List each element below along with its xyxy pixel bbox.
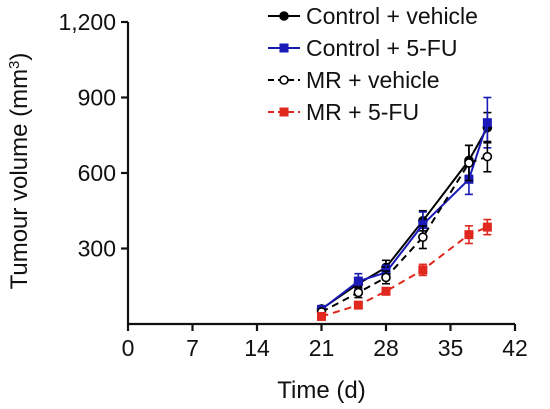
y-axis-title: Tumour volume (mm3) <box>6 53 34 290</box>
legend-label: Control + vehicle <box>306 3 478 29</box>
x-tick-label: 42 <box>502 335 528 361</box>
series-line <box>320 127 489 310</box>
series-line <box>321 155 488 313</box>
data-point <box>482 222 492 232</box>
x-axis-title: Time (d) <box>277 377 365 404</box>
x-tick-label: 28 <box>373 335 399 361</box>
legend-item: MR + 5-FU <box>268 99 419 125</box>
x-tick-label: 35 <box>438 335 464 361</box>
data-point <box>464 230 474 240</box>
data-point <box>381 272 391 283</box>
y-tick-label: 900 <box>78 85 116 111</box>
x-tick-label: 7 <box>186 335 199 361</box>
x-ticks: 0 7 14 21 28 35 42 <box>122 324 528 361</box>
plot-series <box>316 96 493 321</box>
legend-item: MR + vehicle <box>268 67 440 93</box>
y-tick-label: 300 <box>78 236 116 262</box>
legend-label: MR + 5-FU <box>306 99 419 125</box>
series-line <box>320 122 489 311</box>
data-point <box>317 311 326 321</box>
data-point <box>353 300 363 310</box>
series-4 <box>317 218 492 321</box>
legend-marker <box>279 75 289 85</box>
x-tick-label: 14 <box>244 335 270 361</box>
data-point <box>482 118 492 128</box>
data-point <box>353 276 363 286</box>
series-3 <box>316 140 493 317</box>
data-point <box>482 151 493 162</box>
series-line <box>321 226 488 318</box>
y-tick-label: 1,200 <box>58 9 116 35</box>
y-axis-title-superscript: 3 <box>6 61 23 69</box>
data-point <box>353 287 364 298</box>
data-point <box>381 286 391 296</box>
series-1 <box>316 111 493 314</box>
legend-label: MR + vehicle <box>306 67 440 93</box>
legend-marker <box>279 107 289 117</box>
x-tick-label: 0 <box>122 335 135 361</box>
legend-marker <box>279 43 289 53</box>
data-point <box>418 232 428 242</box>
axes: 0 7 14 21 28 35 42 300 600 900 1,200 <box>58 9 527 361</box>
x-tick-label: 21 <box>309 335 335 361</box>
legend-item: Control + vehicle <box>268 3 478 29</box>
data-point <box>464 158 474 168</box>
legend-marker <box>279 11 289 21</box>
y-ticks: 300 600 900 1,200 <box>58 9 128 262</box>
y-axis-title-main: Tumour volume (mm <box>6 69 33 289</box>
legend-label: Control + 5-FU <box>306 35 457 61</box>
legend: Control + vehicle Control + 5-FU MR + vehi… <box>268 3 478 125</box>
legend-item: Control + 5-FU <box>268 35 457 61</box>
data-point <box>418 265 428 275</box>
y-axis-title-suffix: ) <box>6 53 33 61</box>
y-tick-label: 600 <box>78 160 116 186</box>
